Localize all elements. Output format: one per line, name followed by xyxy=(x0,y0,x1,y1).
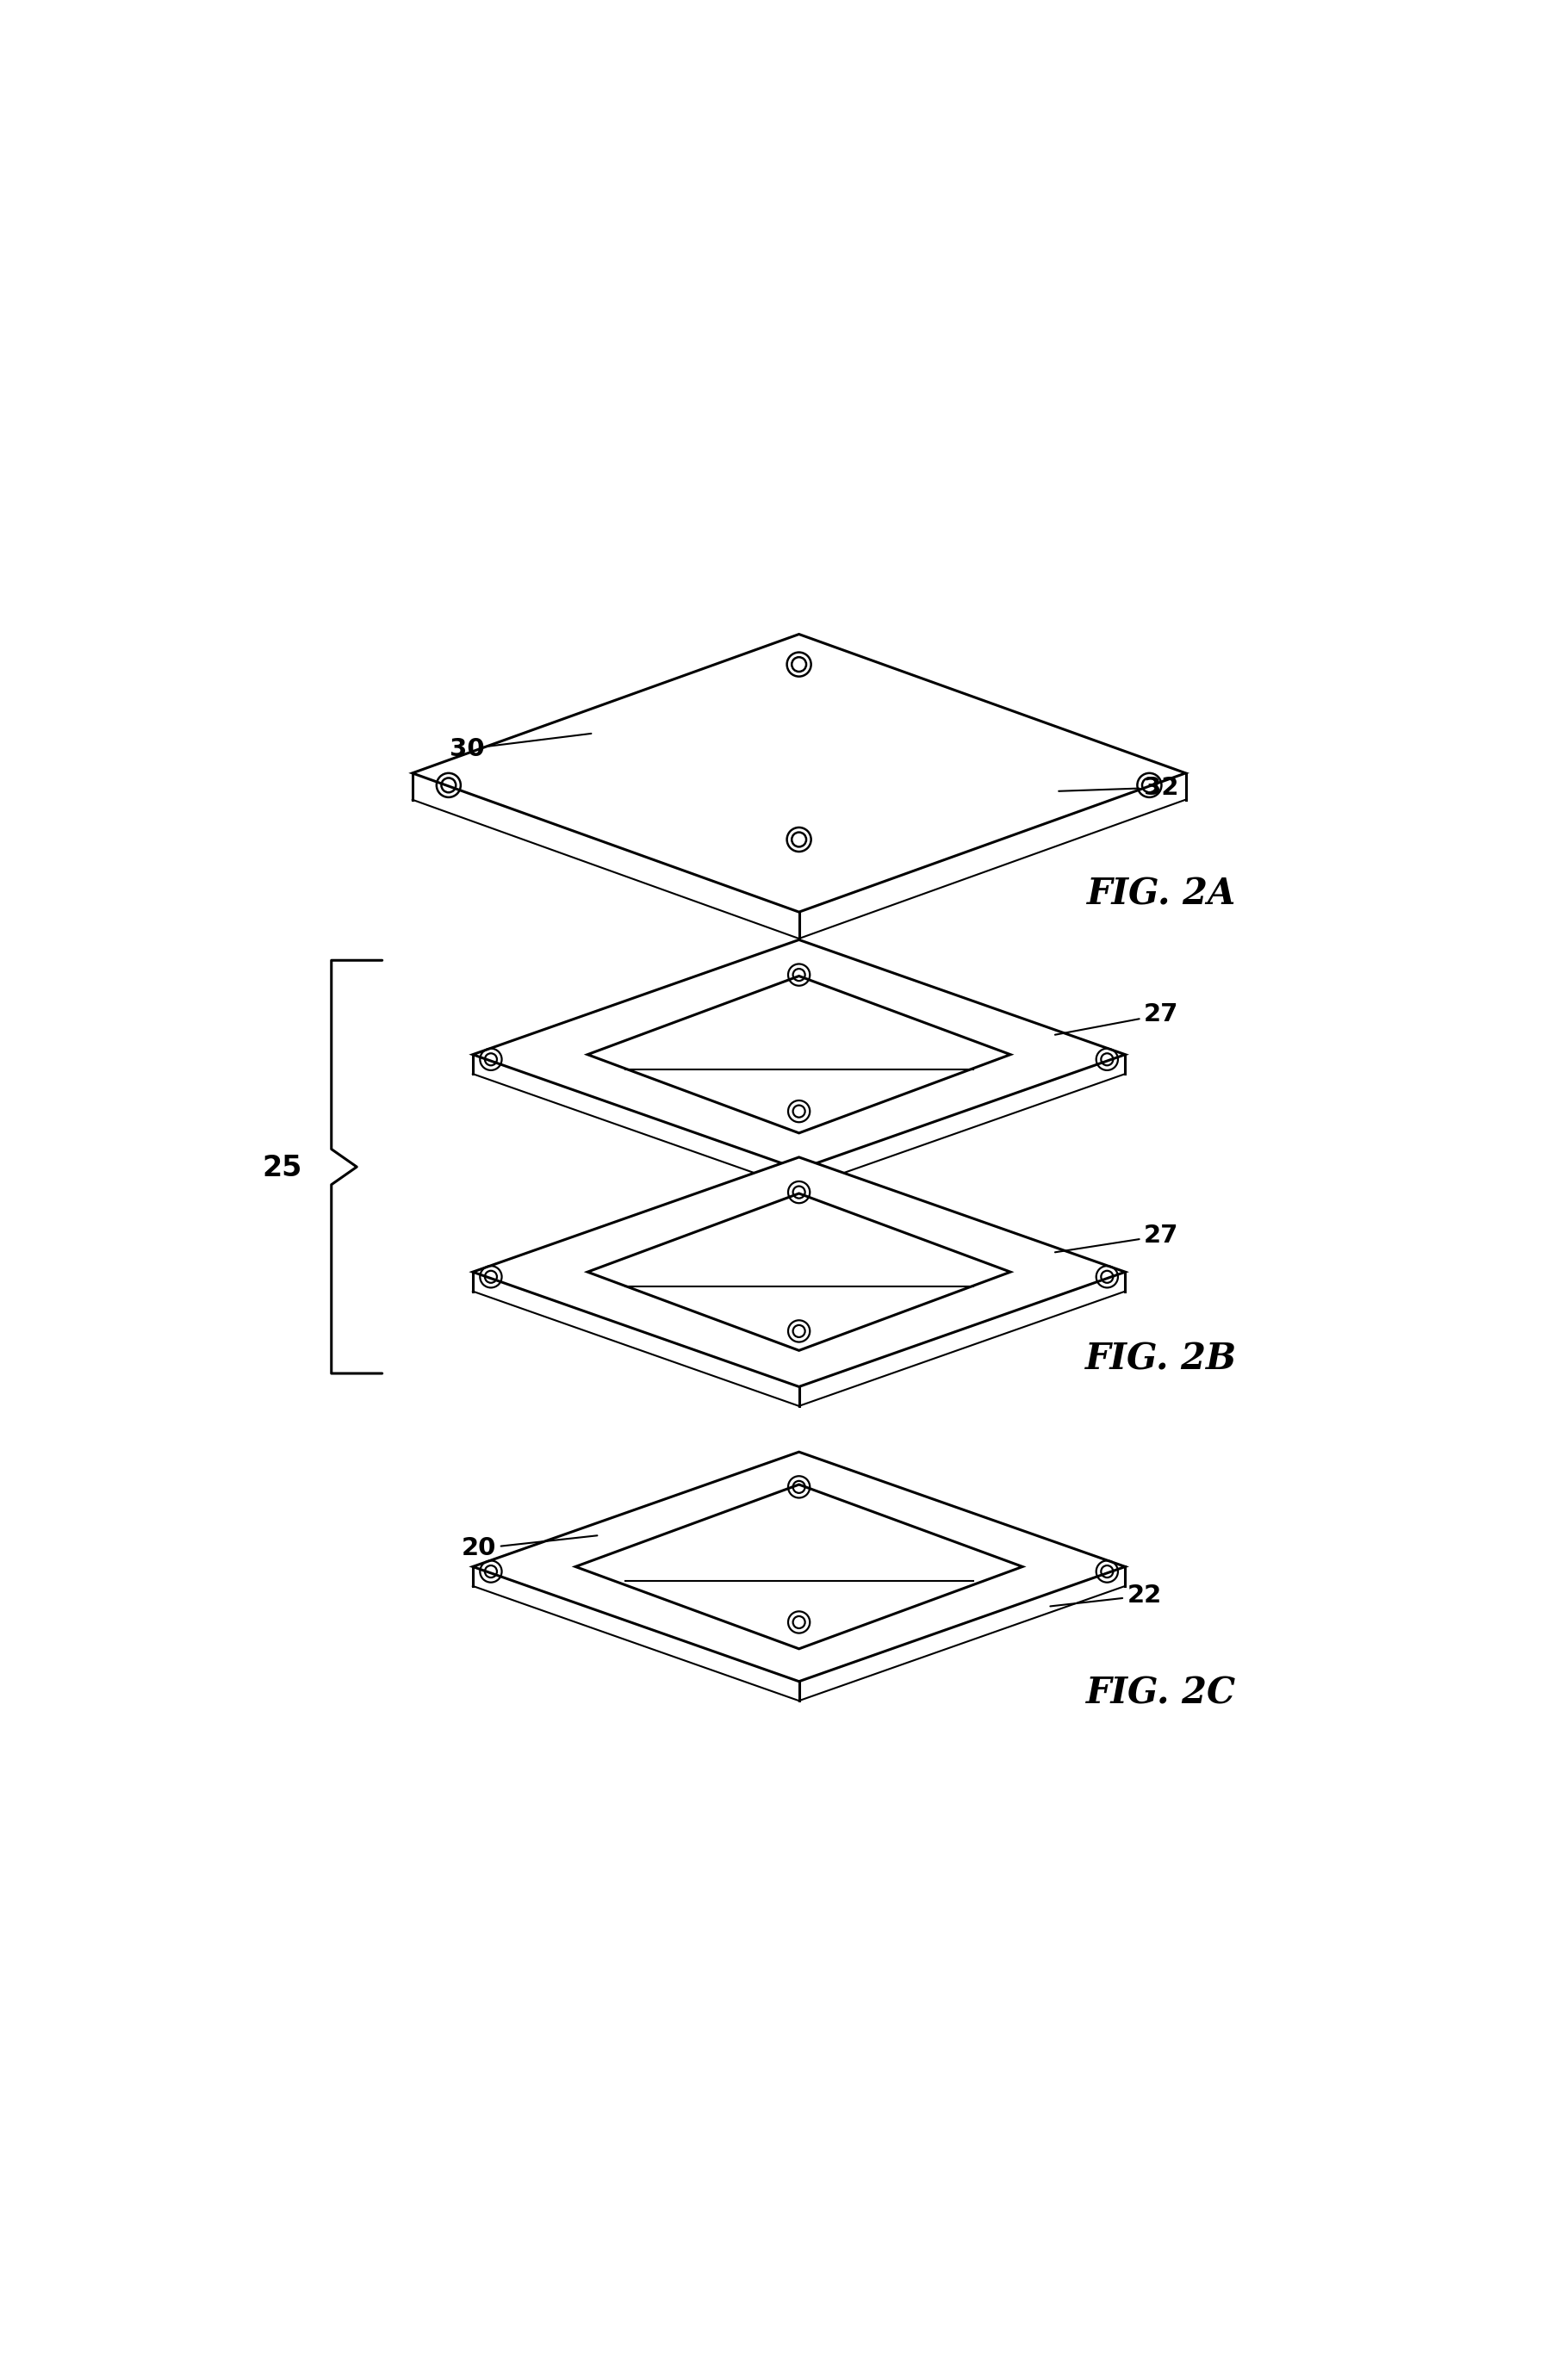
Text: 25: 25 xyxy=(262,1154,302,1183)
Text: FIG. 2B: FIG. 2B xyxy=(1085,1340,1238,1378)
Text: 20: 20 xyxy=(461,1535,597,1561)
Polygon shape xyxy=(575,1485,1023,1649)
Text: 21: 21 xyxy=(780,1552,818,1580)
Text: 27: 27 xyxy=(1055,1002,1179,1035)
Polygon shape xyxy=(588,1192,1010,1349)
Text: 26: 26 xyxy=(780,1257,818,1285)
Text: FIG. 2A: FIG. 2A xyxy=(1087,876,1236,912)
Text: 32: 32 xyxy=(1059,776,1179,800)
Text: FIG. 2C: FIG. 2C xyxy=(1087,1676,1236,1711)
Polygon shape xyxy=(412,633,1186,912)
Polygon shape xyxy=(588,976,1010,1133)
Text: 27: 27 xyxy=(1055,1223,1179,1252)
Polygon shape xyxy=(472,1452,1126,1680)
Text: 22: 22 xyxy=(1051,1583,1161,1609)
Polygon shape xyxy=(472,940,1126,1169)
Text: 26: 26 xyxy=(780,1040,818,1069)
Text: 30: 30 xyxy=(449,733,591,762)
Polygon shape xyxy=(472,1157,1126,1388)
